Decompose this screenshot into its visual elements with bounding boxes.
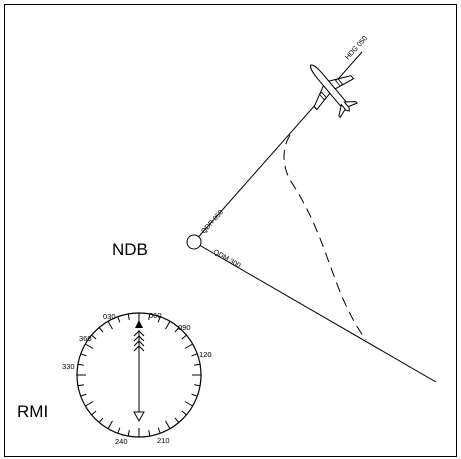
rmi-instrument: 030 060 090 120 210 240 330 360 [62,311,212,446]
rmi-tick [165,420,171,429]
rmi-tick [85,401,94,407]
dial-number: 120 [199,350,212,359]
rmi-tick [127,313,130,320]
dial-number: 090 [178,323,191,332]
rmi-tick [191,353,198,357]
rmi-tick [174,417,180,423]
rmi-tick [157,427,161,434]
airplane-icon [310,64,358,119]
dial-number: 330 [62,362,75,371]
rmi-tick [174,327,180,333]
rmi-label: RMI [17,402,48,421]
rmi-tick [191,393,198,397]
rmi-tick [80,353,87,357]
lubber-index-icon [135,320,143,328]
turn-path-dashed [283,134,367,341]
dial-number: 240 [115,437,128,446]
qdm-label: QDM 300 [212,249,242,270]
rmi-tick [91,334,97,340]
rmi-tick [107,321,113,330]
rmi-tick [77,363,84,366]
rmi-tick [117,427,121,434]
rmi-tick [181,334,187,340]
ndb-label: NDB [112,240,148,259]
rmi-tick [98,417,104,423]
dial-number: 030 [103,312,116,321]
rmi-tick [194,363,201,366]
rmi-tick [107,420,113,429]
rmi-tick [117,316,121,323]
dial-number: 060 [149,311,162,320]
rmi-tick [77,384,84,387]
rmi-tick [148,313,151,320]
dial-number: 210 [157,436,170,445]
rmi-tick [157,316,161,323]
rmi-tick [127,430,130,437]
rmi-tick [98,327,104,333]
dial-number: 360 [79,334,92,343]
rmi-tick [80,393,87,397]
rmi-needle-icon [133,330,145,423]
ndb-beacon-icon [186,234,202,250]
rmi-tick [181,410,187,416]
rmi-tick [165,321,171,330]
qdr-label: QDR 050 [200,209,225,235]
qdm-track-line [193,241,437,383]
rmi-tick [184,343,193,349]
rmi-tick [85,343,94,349]
diagram-frame [4,4,457,457]
rmi-tick [194,384,201,387]
rmi-tick [184,401,193,407]
rmi-tick [148,430,151,437]
rmi-tick [91,410,97,416]
